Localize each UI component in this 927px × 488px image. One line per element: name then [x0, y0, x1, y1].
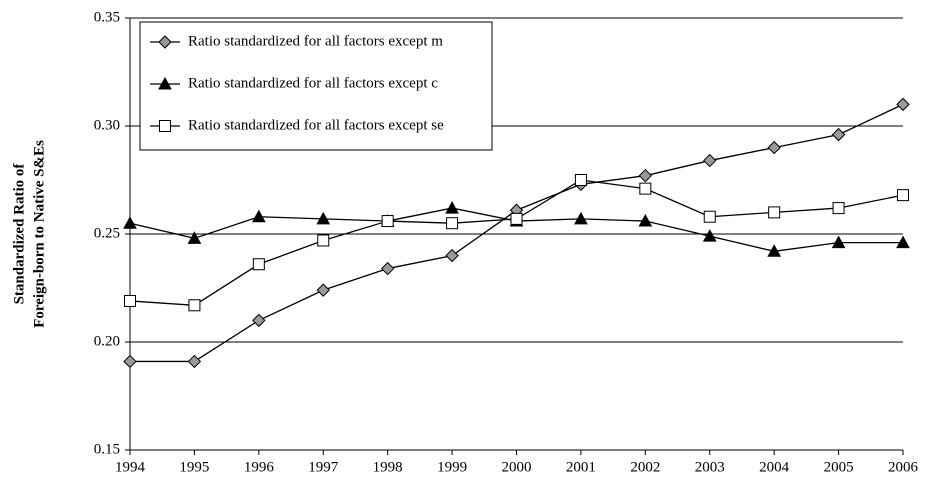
legend-marker: [159, 120, 171, 132]
y-axis-label: Foreign-born to Native S&Es: [31, 140, 47, 328]
point: [831, 127, 846, 142]
x-tick-label: 2003: [695, 459, 725, 475]
series-line: [129, 179, 904, 306]
x-tick-label: 1999: [437, 459, 467, 475]
x-tick-label: 2006: [888, 459, 919, 475]
x-tick-label: 2005: [824, 459, 854, 475]
y-tick-label: 0.15: [94, 441, 120, 457]
x-tick-label: 2004: [759, 459, 790, 475]
point: [252, 258, 265, 271]
point: [831, 235, 846, 249]
point: [317, 234, 330, 247]
y-tick-label: 0.35: [94, 9, 120, 25]
legend-marker: [158, 35, 172, 49]
y-tick-label: 0.25: [94, 225, 120, 241]
legend-label: Ratio standardized for all factors excep…: [188, 117, 444, 133]
point: [897, 189, 909, 202]
point: [574, 174, 587, 186]
x-tick-label: 1994: [115, 459, 146, 475]
point: [381, 215, 394, 228]
legend-marker: [158, 76, 172, 90]
legend-label: Ratio standardized for all factors excep…: [188, 33, 443, 49]
point: [446, 217, 459, 230]
point: [510, 212, 523, 225]
x-tick-label: 1996: [244, 459, 275, 475]
point: [638, 213, 653, 227]
point: [638, 168, 653, 183]
point: [445, 248, 459, 263]
point: [251, 209, 266, 223]
x-tick-label: 2001: [566, 459, 596, 475]
point: [832, 202, 845, 215]
y-axis-label: Standardized Ratio of: [11, 163, 27, 305]
point: [187, 231, 202, 244]
point: [703, 153, 717, 168]
point: [124, 294, 136, 307]
x-tick-label: 1995: [179, 459, 209, 475]
point: [639, 182, 652, 195]
point: [123, 216, 137, 229]
x-tick-label: 1998: [373, 459, 403, 475]
point: [896, 97, 910, 112]
point: [316, 211, 331, 225]
point: [188, 299, 201, 312]
point: [123, 354, 137, 369]
x-tick-label: 1997: [308, 459, 339, 475]
point: [703, 210, 716, 223]
x-tick-label: 2000: [502, 459, 532, 475]
point: [767, 140, 781, 155]
point: [767, 244, 782, 257]
legend-box: [139, 21, 493, 151]
point: [316, 283, 330, 297]
y-tick-label: 0.30: [94, 117, 120, 133]
point: [574, 211, 588, 225]
y-tick-label: 0.20: [94, 333, 120, 349]
x-tick-label: 2002: [630, 459, 660, 475]
legend-label: Ratio standardized for all factors excep…: [188, 75, 438, 91]
point: [187, 354, 202, 369]
point: [445, 201, 459, 214]
point: [252, 313, 266, 328]
point: [896, 235, 910, 249]
point: [380, 261, 395, 276]
point: [768, 206, 781, 219]
point: [702, 229, 717, 242]
